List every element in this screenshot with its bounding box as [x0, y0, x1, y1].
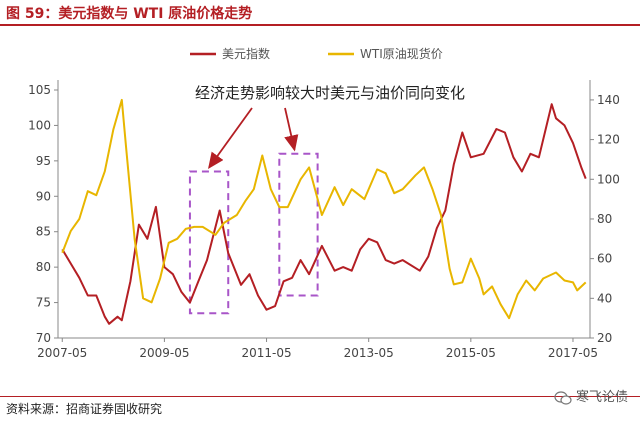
- y-right-tick-label: 20: [597, 331, 612, 345]
- x-tick-label: 2009-05: [139, 346, 189, 360]
- x-tick-label: 2013-05: [344, 346, 394, 360]
- title-rule: [0, 24, 640, 26]
- legend-label-usd: 美元指数: [222, 46, 270, 61]
- watermark-text: 寒飞论债: [575, 390, 628, 405]
- annotation-text: 经济走势影响较大时美元与油价同向变化: [195, 84, 465, 102]
- y-right-tick-label: 140: [597, 93, 620, 107]
- title-bar: 图 59：美元指数与 WTI 原油价格走势: [0, 0, 640, 26]
- series-line-wti-oil: [61, 98, 587, 320]
- y-left-tick-label: 85: [36, 225, 51, 239]
- y-left-tick-label: 70: [36, 331, 51, 345]
- x-tick-label: 2017-05: [548, 346, 598, 360]
- x-tick-label: 2011-05: [241, 346, 291, 360]
- source-note: 资料来源：招商证券固收研究: [6, 402, 163, 416]
- y-right-tick-label: 120: [597, 133, 620, 147]
- y-left-tick-label: 90: [36, 189, 51, 203]
- watermark: 寒飞论债: [554, 386, 628, 405]
- y-right-tick-label: 60: [597, 252, 612, 266]
- y-left-tick-label: 105: [28, 83, 51, 97]
- y-right-tick-label: 100: [597, 172, 620, 186]
- footer-rule: [0, 396, 640, 397]
- highlight-box: [188, 170, 230, 315]
- series-line-usd-index: [61, 103, 587, 325]
- y-left-tick-label: 100: [28, 118, 51, 132]
- legend-label-wti: WTI原油现货价: [360, 46, 443, 61]
- x-tick-label: 2007-05: [37, 346, 87, 360]
- x-tick-label: 2015-05: [446, 346, 496, 360]
- figure-title: 图 59：美元指数与 WTI 原油价格走势: [6, 6, 253, 22]
- highlight-box: [278, 152, 319, 297]
- dual-axis-line-chart: 70 75 80 85 90 95 100 105 20 40 60 80 100 120 140 2007-…: [28, 46, 620, 360]
- y-left-tick-label: 95: [36, 154, 51, 168]
- annotation-arrow-right: [284, 107, 299, 152]
- y-left-tick-label: 80: [36, 260, 51, 274]
- y-right-tick-label: 40: [597, 291, 612, 305]
- wechat-icon: [554, 390, 572, 405]
- annotation-arrow-left: [208, 107, 253, 169]
- y-left-tick-label: 75: [36, 296, 51, 310]
- y-right-tick-label: 80: [597, 212, 612, 226]
